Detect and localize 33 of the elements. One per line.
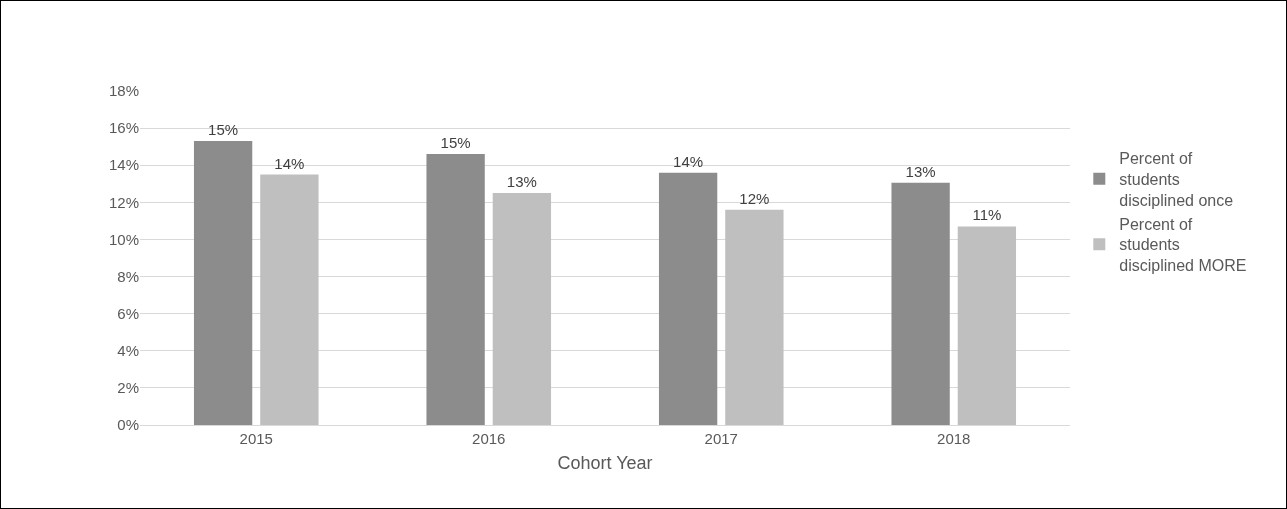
y-tick-label: 10% (108, 230, 139, 248)
data-label: 13% (506, 173, 537, 191)
legend-label: Percent of students disciplined MORE (1119, 215, 1247, 275)
y-tick-label: 4% (117, 342, 139, 360)
bar (193, 141, 253, 425)
data-label: 14% (673, 152, 704, 170)
bar (260, 174, 319, 425)
data-label: 13% (905, 162, 936, 180)
bar (426, 154, 485, 425)
y-tick-label: 0% (117, 416, 139, 434)
data-label: 14% (274, 154, 305, 172)
y-tick-label: 6% (117, 304, 139, 322)
y-tick-label: 2% (117, 379, 139, 397)
data-label: 15% (208, 121, 239, 139)
data-label: 11% (972, 206, 1002, 224)
bar (492, 193, 552, 425)
x-tick-label: 2017 (704, 430, 738, 447)
y-tick-label: 18% (108, 82, 139, 100)
bar (658, 172, 718, 425)
x-tick-label: 2015 (239, 430, 273, 447)
bar (891, 182, 950, 425)
bar (957, 226, 1017, 425)
y-tick-label: 16% (108, 119, 139, 137)
y-tick-label: 14% (108, 156, 139, 174)
y-tick-label: 12% (108, 193, 139, 211)
x-tick-label: 2018 (937, 430, 971, 447)
data-label: 15% (440, 134, 471, 152)
data-label: 12% (739, 189, 770, 207)
bar (725, 209, 784, 425)
x-axis-title: Cohort Year (557, 453, 653, 474)
x-tick-label: 2016 (472, 430, 506, 447)
y-tick-label: 8% (117, 267, 139, 285)
legend-label: Percent of students disciplined once (1119, 150, 1234, 209)
